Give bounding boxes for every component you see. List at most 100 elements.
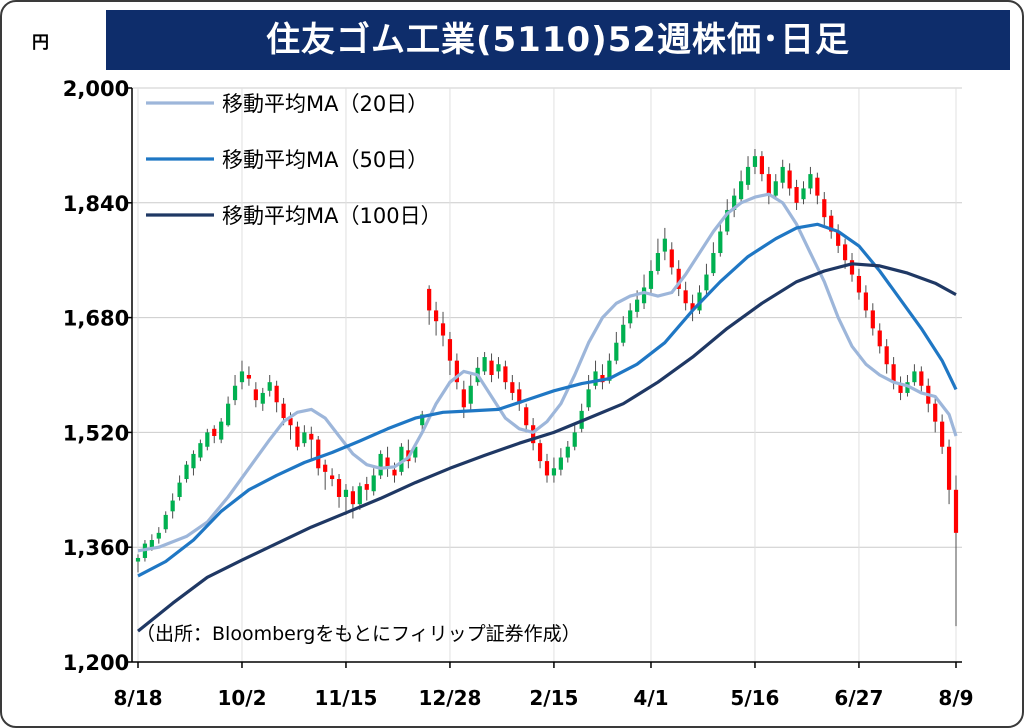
- candle-body: [336, 479, 342, 497]
- candle-body: [198, 443, 203, 458]
- source-note: （出所：Bloombergをもとにフィリップ証券作成）: [136, 623, 581, 645]
- candle-body: [205, 432, 210, 447]
- x-tick-label: 8/18: [113, 686, 162, 710]
- candle-body: [953, 489, 959, 533]
- series-line-ma50: [137, 222, 958, 578]
- candle-body: [614, 342, 619, 361]
- candle-body: [787, 170, 792, 189]
- x-tick-label: 6/27: [834, 686, 883, 710]
- candle-body: [621, 324, 626, 343]
- candle-body: [946, 446, 952, 490]
- candle-body: [648, 270, 654, 289]
- candle-body: [912, 371, 917, 383]
- x-tick-label: 5/16: [730, 686, 779, 710]
- candle-body: [517, 389, 522, 404]
- candle-body: [690, 303, 695, 311]
- x-tick-label: 10/2: [217, 686, 266, 710]
- candle-body: [357, 486, 362, 505]
- candle-body: [427, 288, 432, 311]
- candle-body: [170, 500, 175, 512]
- candle-body: [815, 177, 820, 196]
- candle-body: [420, 414, 425, 426]
- candle-body: [725, 209, 730, 232]
- candle-body: [343, 489, 349, 497]
- candle-body: [281, 403, 286, 419]
- x-tick-label: 11/15: [314, 686, 377, 710]
- candle-body: [655, 253, 661, 271]
- candle-body: [371, 475, 376, 492]
- candle-body: [524, 407, 529, 426]
- candle-body: [884, 346, 889, 365]
- candle-body: [628, 310, 633, 324]
- candle-body: [558, 457, 563, 470]
- candle-body: [226, 403, 231, 426]
- candle-body: [177, 482, 182, 497]
- y-tick-label: 1,680: [63, 307, 129, 331]
- x-tick-label: 12/28: [418, 686, 481, 710]
- candle-body: [156, 532, 161, 539]
- y-tick-label: 1,840: [63, 192, 129, 216]
- candle-body: [385, 457, 390, 469]
- candle-body: [399, 446, 404, 472]
- candle-body: [780, 166, 785, 183]
- plot-area: [132, 88, 962, 662]
- candle-body: [316, 439, 321, 469]
- candle-body: [253, 389, 258, 401]
- candle-body: [330, 475, 335, 480]
- candle-body: [635, 299, 640, 312]
- candle-body: [773, 181, 778, 196]
- candle-body: [364, 484, 369, 490]
- candle-body: [447, 339, 453, 361]
- candle-body: [260, 392, 265, 404]
- candle-body: [586, 389, 591, 408]
- candle-body: [219, 421, 224, 440]
- candle-body: [759, 156, 764, 175]
- candle-body: [274, 385, 279, 403]
- candle-body: [323, 464, 328, 472]
- candle-body: [669, 249, 674, 268]
- candle-body: [732, 195, 737, 210]
- legend-label-ma100: 移動平均MA（100日）: [222, 204, 442, 228]
- x-tick-label: 2/15: [529, 686, 578, 710]
- candle-body: [870, 310, 875, 329]
- candle-body: [267, 382, 272, 391]
- candle-body: [232, 385, 238, 401]
- candle-body: [794, 187, 799, 203]
- candle-body: [718, 231, 723, 254]
- candle-body: [461, 389, 466, 408]
- candle-body: [856, 275, 862, 293]
- candle-body: [745, 166, 751, 185]
- candle-body: [350, 491, 355, 505]
- candle-body: [808, 174, 813, 189]
- candle-body: [766, 174, 771, 196]
- y-tick-label: 1,200: [63, 651, 129, 675]
- candle-body: [849, 260, 855, 275]
- candle-body: [551, 468, 557, 476]
- candle-body: [309, 433, 314, 440]
- candle-body: [392, 469, 397, 476]
- candle-body: [149, 540, 154, 548]
- candle-body: [212, 428, 217, 436]
- candle-body: [891, 364, 896, 383]
- candle-body: [302, 432, 307, 444]
- candle-body: [683, 290, 688, 304]
- candle-body: [295, 426, 300, 447]
- candle-body: [739, 181, 744, 200]
- candle-body: [565, 446, 570, 458]
- candle-body: [898, 383, 903, 393]
- candle-body: [413, 446, 418, 458]
- candle-body: [572, 432, 577, 447]
- candle-body: [836, 231, 841, 246]
- candle-body: [246, 375, 252, 379]
- candle-body: [468, 385, 473, 404]
- series-line-ma20: [137, 192, 958, 553]
- candle-body: [135, 557, 141, 562]
- candle-body: [239, 371, 245, 383]
- y-tick-label: 1,360: [63, 536, 129, 560]
- candle-body: [704, 274, 709, 291]
- candle-body: [919, 371, 924, 386]
- candle-body: [877, 330, 882, 347]
- candle-body: [378, 453, 383, 476]
- candle-body: [531, 425, 536, 444]
